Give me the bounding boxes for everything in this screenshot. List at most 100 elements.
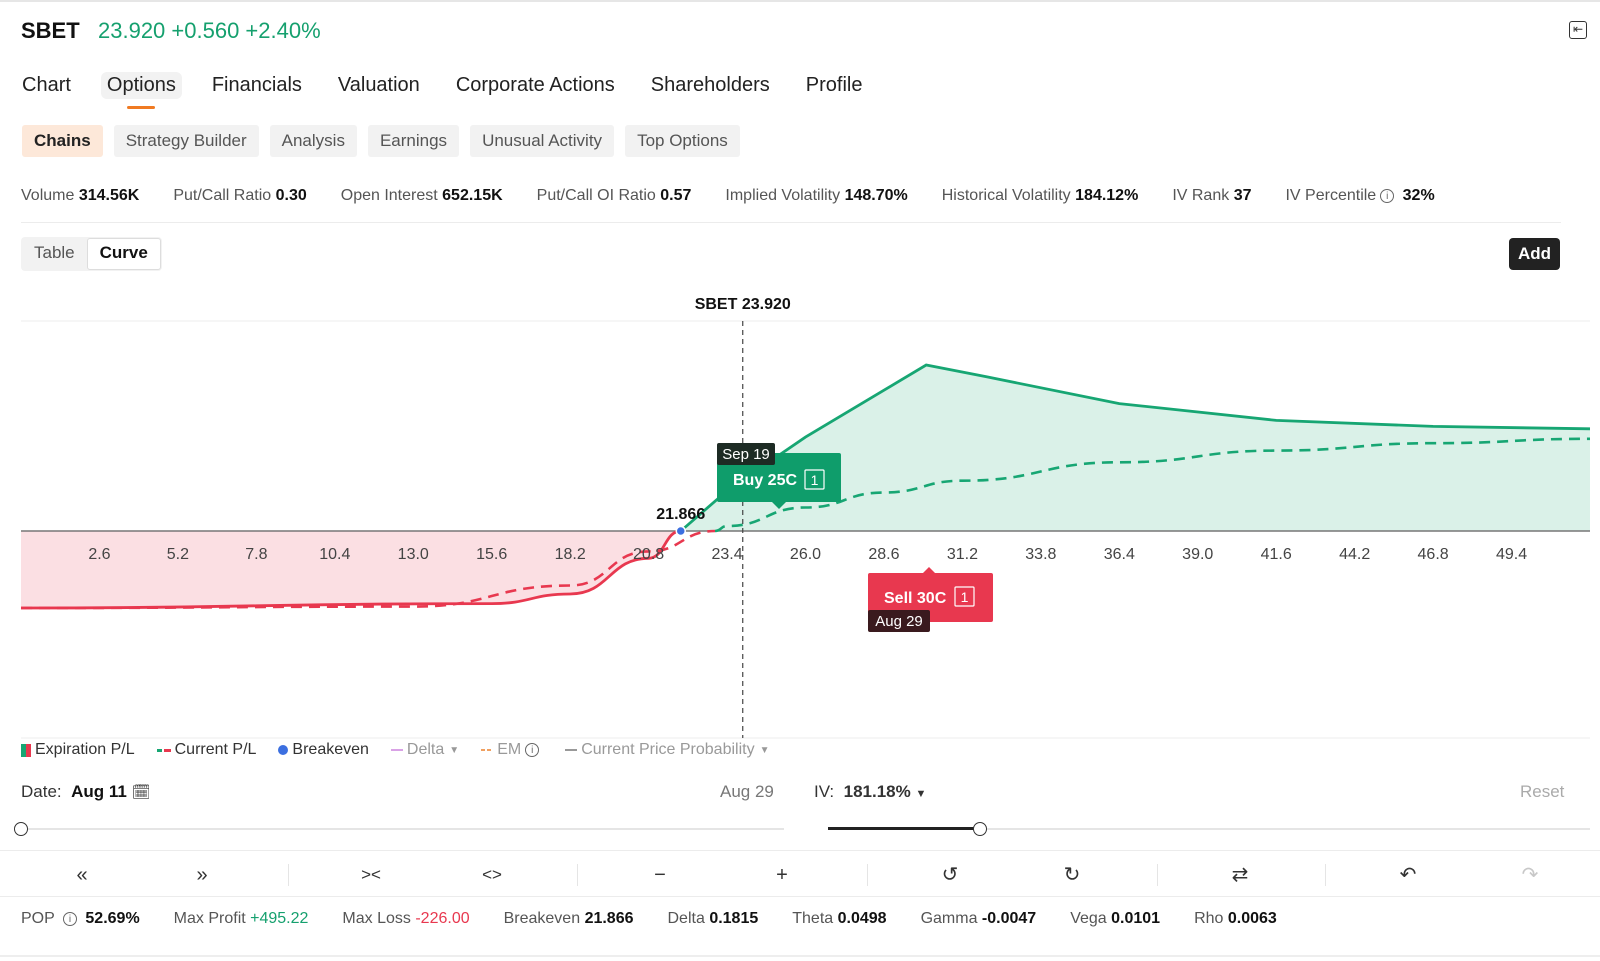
price-marker-label: SBET 23.920 <box>695 296 791 313</box>
stat-open-interest: Open Interest 652.15K <box>340 187 503 204</box>
plus-icon[interactable]: + <box>776 864 788 886</box>
legend-swatch <box>565 749 578 751</box>
stat-put-call-oi-ratio: Put/Call OI Ratio 0.57 <box>536 187 692 204</box>
stat-iv-rank: IV Rank 37 <box>1172 187 1252 204</box>
tab-valuation[interactable]: Valuation <box>337 74 420 96</box>
x-tick-label: 46.8 <box>1418 546 1449 563</box>
swap-icon[interactable]: ⇄ <box>1231 864 1249 886</box>
minus-icon[interactable]: − <box>654 864 666 886</box>
date-slider-track[interactable] <box>21 828 784 830</box>
x-tick-label: 44.2 <box>1339 546 1370 563</box>
history-forward-icon[interactable]: ↻ <box>1063 864 1081 886</box>
iv-slider-track[interactable] <box>828 828 1590 830</box>
bottom-border <box>0 955 1600 957</box>
toggle-table[interactable]: Table <box>34 243 75 262</box>
metric-max-profit: Max Profit +495.22 <box>173 910 309 927</box>
metric-max-loss: Max Loss -226.00 <box>342 910 470 927</box>
buy-leg-expiry-badge <box>717 443 775 465</box>
tab-chart[interactable]: Chart <box>22 74 71 96</box>
legend-delta[interactable]: Delta ▼ <box>390 741 459 759</box>
x-tick-label: 49.4 <box>1496 546 1527 563</box>
toolbar-divider <box>577 864 578 886</box>
x-tick-label: 36.4 <box>1104 546 1135 563</box>
stat-iv-percentile: IV Percentile i 32% <box>1285 187 1435 204</box>
legend-breakeven[interactable]: Breakeven <box>278 741 369 759</box>
chart-toolbar: « » >< <> − + ↺ ↻ ⇄ ↶ ↷ <box>0 860 1600 890</box>
options-stats-bar: Volume 314.56K Put/Call Ratio 0.30 Open … <box>21 187 1469 205</box>
double-chevron-left-icon[interactable]: « <box>76 864 88 886</box>
toolbar-divider <box>867 864 868 886</box>
x-tick-label: 33.8 <box>1025 546 1056 563</box>
breakeven-label: 21.866 <box>656 506 705 523</box>
metric-pop: POP i 52.69% <box>21 910 140 927</box>
x-tick-label: 10.4 <box>319 546 350 563</box>
chevron-down-icon: ▼ <box>915 788 927 800</box>
reset-button[interactable]: Reset <box>1520 782 1565 801</box>
info-icon[interactable]: i <box>525 743 540 757</box>
buy-leg-marker[interactable]: Sep 19 Buy 25C 1 <box>717 443 841 509</box>
toggle-curve[interactable]: Curve <box>86 238 161 270</box>
divider <box>0 850 1600 851</box>
x-tick-label: 28.6 <box>868 546 899 563</box>
subtab-analysis[interactable]: Analysis <box>269 125 357 157</box>
subtab-strategy-builder[interactable]: Strategy Builder <box>113 125 259 157</box>
x-tick-label: 15.6 <box>476 546 507 563</box>
current-pl-line-loss <box>20 529 716 610</box>
tab-options[interactable]: Options <box>100 72 182 109</box>
sell-leg-box <box>868 573 993 622</box>
date-slider-handle[interactable] <box>14 822 28 836</box>
iv-slider-handle[interactable] <box>973 822 988 836</box>
legend-swatch <box>21 743 31 757</box>
x-tick-label: 41.6 <box>1261 546 1292 563</box>
metric-theta: Theta 0.0498 <box>792 910 887 927</box>
iv-control[interactable]: IV: 181.18% ▼ <box>814 782 927 801</box>
stat-historical-volatility: Historical Volatility 184.12% <box>941 187 1139 204</box>
subtab-unusual-activity[interactable]: Unusual Activity <box>470 125 615 157</box>
tab-financials[interactable]: Financials <box>211 74 302 96</box>
tab-profile[interactable]: Profile <box>805 74 863 96</box>
calendar-icon[interactable]: 🗓 <box>131 784 151 801</box>
pl-curve-chart[interactable]: SBET 23.920 2.6 5.2 7.8 10.4 13.0 15.6 18.2 20.… <box>0 280 1600 740</box>
x-tick-label: 7.8 <box>245 546 267 563</box>
tab-shareholders[interactable]: Shareholders <box>650 74 770 96</box>
buy-leg-qty: 1 <box>811 472 819 488</box>
zoom-out-range-icon[interactable]: <> <box>482 865 502 884</box>
profit-area <box>680 365 1590 531</box>
subtab-top-options[interactable]: Top Options <box>625 125 740 157</box>
zoom-in-range-icon[interactable]: >< <box>361 865 381 884</box>
options-subtabs: Chains Strategy Builder Analysis Earning… <box>22 125 740 157</box>
subtab-chains[interactable]: Chains <box>22 125 103 157</box>
tab-corporate-actions[interactable]: Corporate Actions <box>455 74 615 96</box>
toolbar-divider <box>288 864 289 886</box>
legend-swatch <box>278 745 289 755</box>
x-tick-label: 5.2 <box>167 546 189 563</box>
legend-expiration-pl[interactable]: Expiration P/L <box>21 741 135 759</box>
subtab-earnings[interactable]: Earnings <box>367 125 460 157</box>
sell-leg-pointer <box>922 567 936 574</box>
x-tick-label: 20.8 <box>633 546 664 563</box>
legend-em[interactable]: EM i <box>481 741 543 759</box>
breakeven-dot[interactable] <box>675 525 687 537</box>
add-button[interactable]: Add <box>1509 238 1560 270</box>
double-chevron-right-icon[interactable]: » <box>196 864 208 886</box>
sell-leg-qty-box <box>954 586 975 607</box>
top-border <box>0 0 1600 2</box>
date-control[interactable]: Date: Aug 11 🗓 <box>21 782 151 801</box>
sell-leg-marker[interactable]: Sell 30C 1 Aug 29 <box>868 567 993 632</box>
legend-current-pl[interactable]: Current P/L <box>156 741 256 759</box>
x-tick-label: 39.0 <box>1182 546 1213 563</box>
history-back-icon[interactable]: ↺ <box>941 864 959 886</box>
undo-icon[interactable]: ↶ <box>1399 864 1417 886</box>
divider <box>0 896 1600 897</box>
buy-leg-pointer <box>772 502 786 509</box>
chart-legend: Expiration P/L Current P/L Breakeven Del… <box>21 741 792 759</box>
sell-leg-label: Sell 30C <box>884 590 947 607</box>
divider <box>21 222 1561 223</box>
info-icon[interactable]: i <box>1380 188 1395 203</box>
x-tick-label: 13.0 <box>398 546 429 563</box>
redo-icon[interactable]: ↷ <box>1521 864 1539 886</box>
x-tick-label: 23.4 <box>711 546 742 563</box>
collapse-panel-icon[interactable]: ⇤ <box>1569 21 1587 39</box>
info-icon[interactable]: i <box>62 911 77 926</box>
legend-current-price-probability[interactable]: Current Price Probability ▼ <box>565 741 770 759</box>
